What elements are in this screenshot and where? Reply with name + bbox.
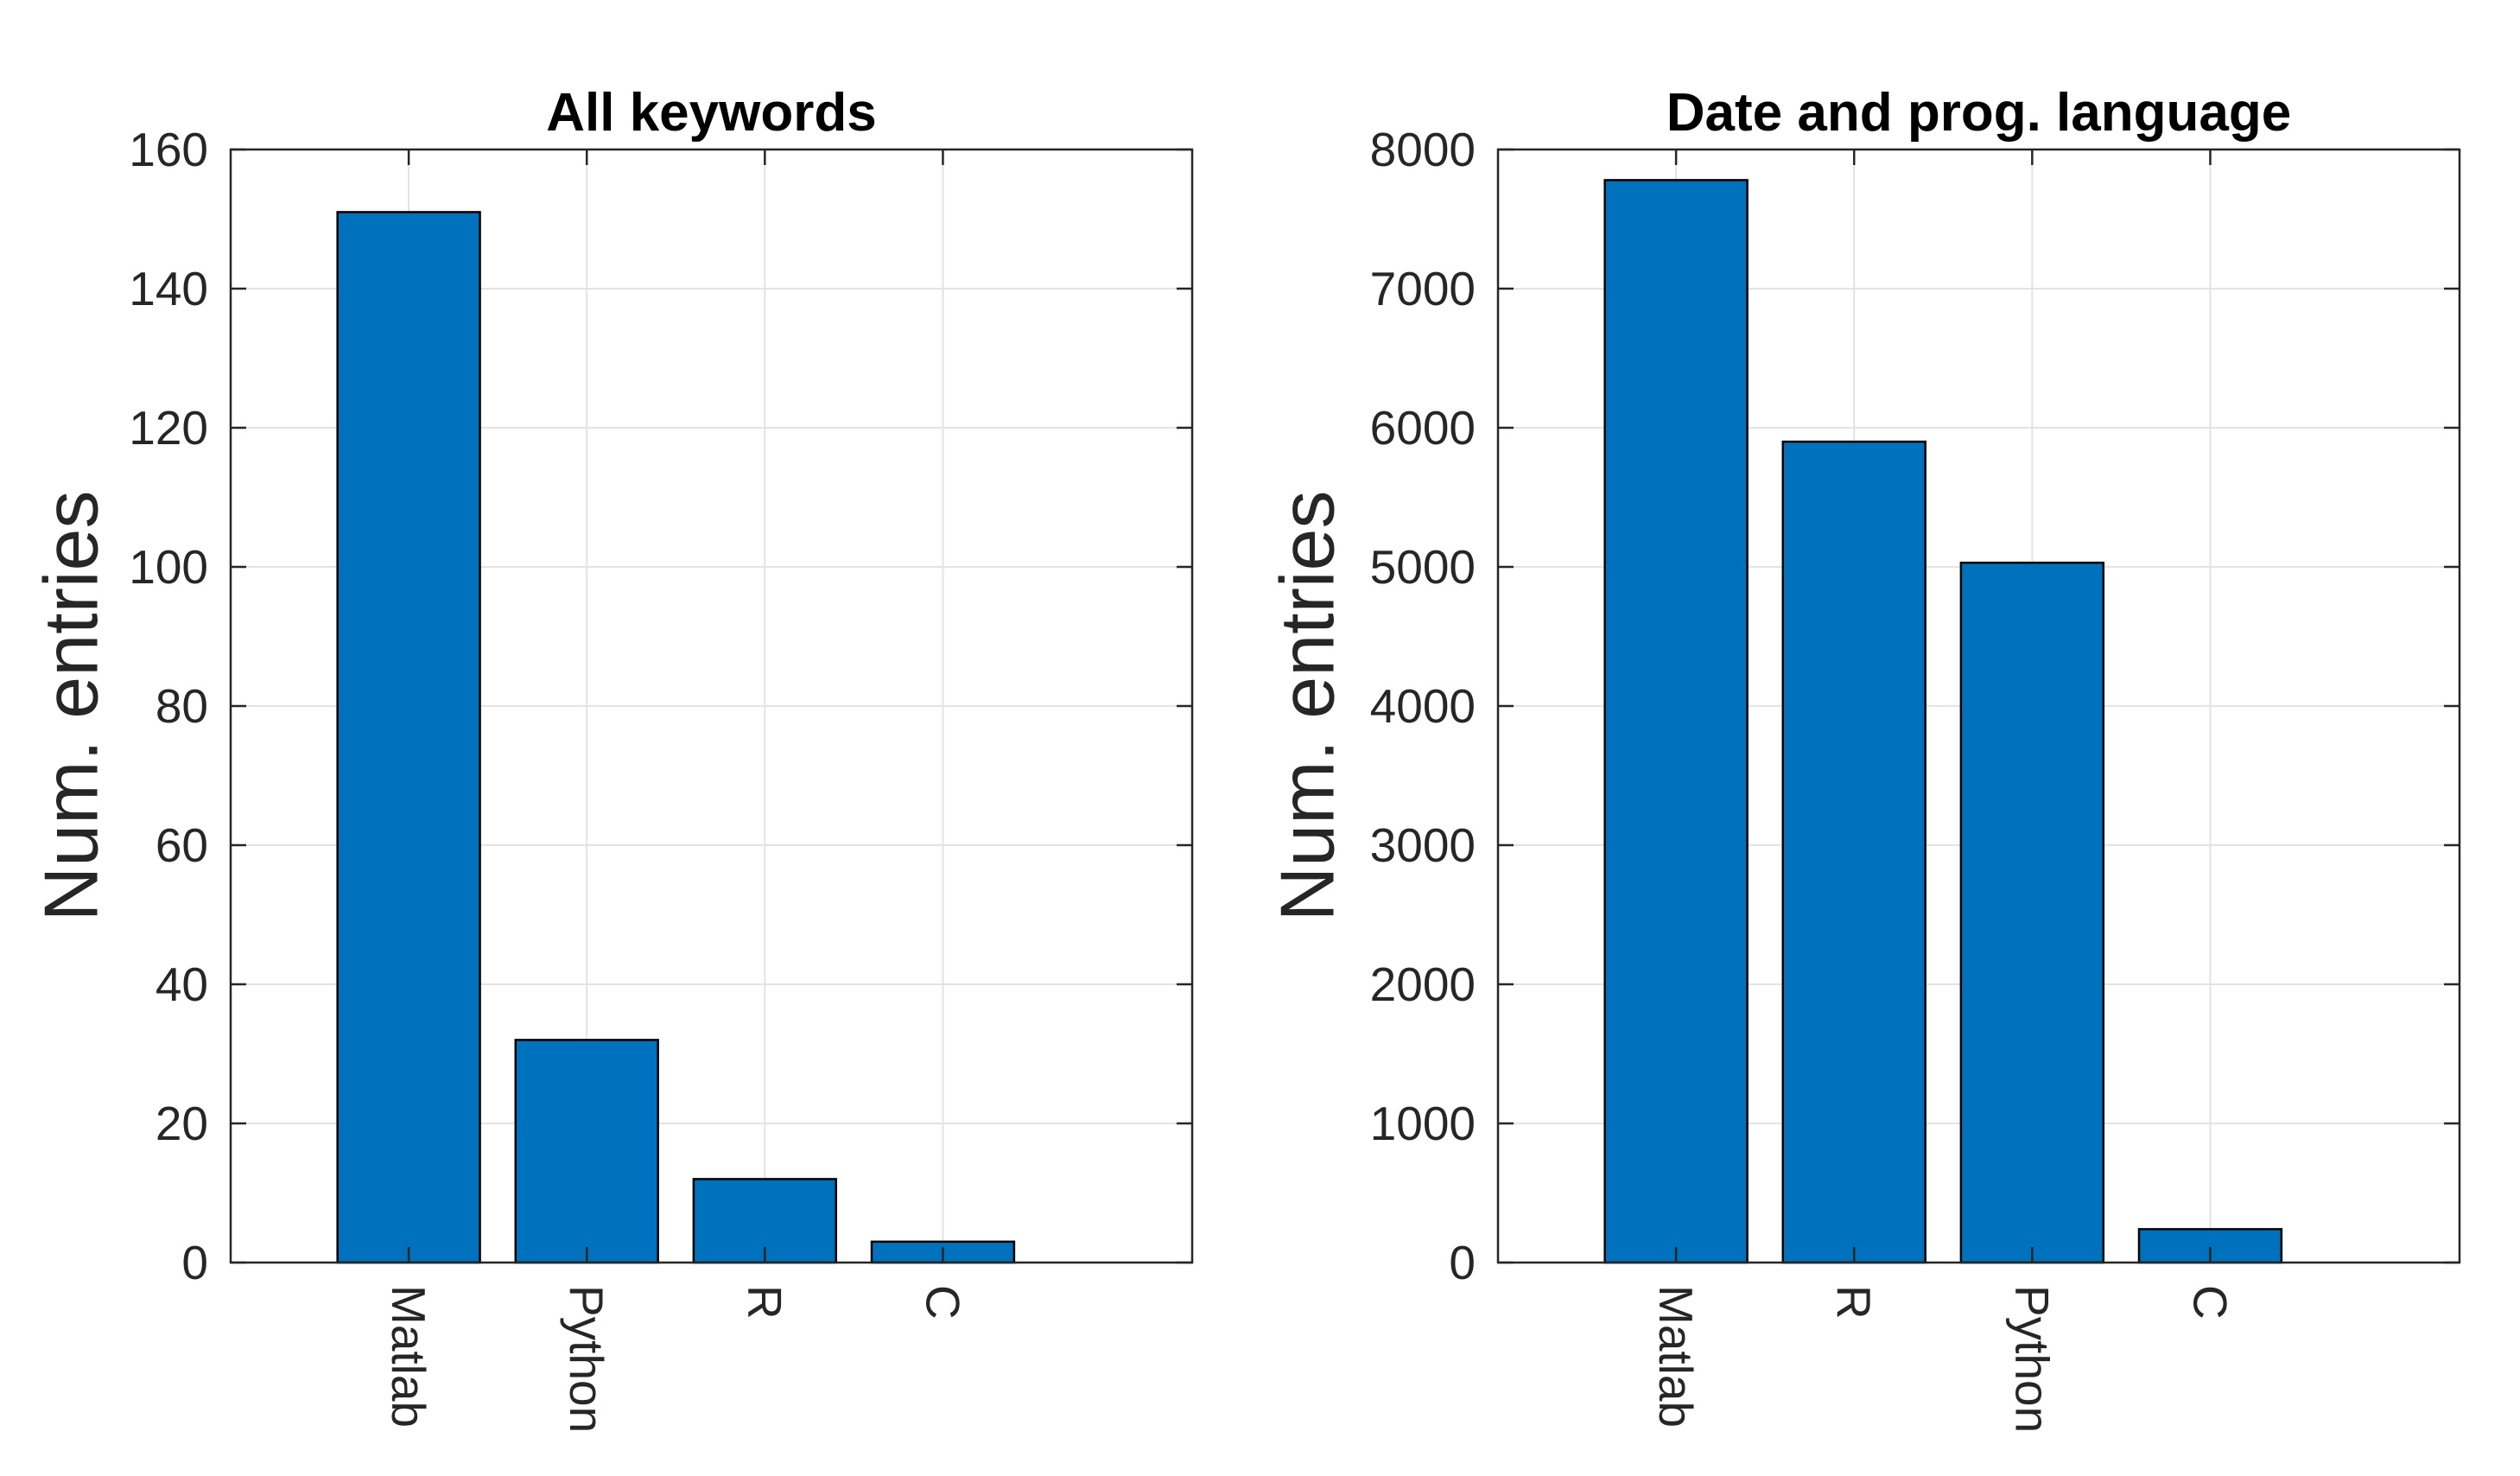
y-tick-label: 80 <box>156 679 208 733</box>
y-tick-label: 160 <box>129 123 208 176</box>
y-axis-label: Num. entries <box>1265 491 1350 922</box>
x-tick-label-r: R <box>738 1285 791 1320</box>
x-tick-label-matlab: Matlab <box>1649 1285 1703 1428</box>
y-tick-label: 0 <box>181 1236 208 1289</box>
bar-python <box>1959 561 2105 1264</box>
y-tick-label: 3000 <box>1370 818 1476 872</box>
x-tick-label-matlab: Matlab <box>382 1285 435 1428</box>
bar-matlab <box>1603 179 1749 1264</box>
bar-python <box>514 1039 659 1264</box>
y-tick-label: 0 <box>1449 1236 1476 1289</box>
y-tick-label: 8000 <box>1370 123 1476 176</box>
x-tick-label-c: C <box>2183 1285 2237 1320</box>
x-tick-label-r: R <box>1827 1285 1881 1320</box>
y-axis-label: Num. entries <box>29 491 114 922</box>
y-tick-label: 60 <box>156 818 208 872</box>
y-tick-label: 40 <box>156 957 208 1011</box>
chart-title: All keywords <box>546 83 876 143</box>
x-tick-label-python: Python <box>560 1285 613 1433</box>
bar-r <box>1781 440 1926 1264</box>
chart-title: Date and prog. language <box>1666 83 2291 143</box>
y-tick-label: 5000 <box>1370 540 1476 594</box>
y-tick-label: 4000 <box>1370 679 1476 733</box>
bar-matlab <box>336 211 481 1264</box>
y-tick-label: 100 <box>129 540 208 594</box>
y-tick-label: 6000 <box>1370 401 1476 455</box>
y-tick-label: 20 <box>156 1097 208 1150</box>
chart-panel-all-keywords: 0 20 40 60 80 100 120 140 160 Matlab Python R C All k… <box>29 83 1194 1433</box>
y-tick-label: 1000 <box>1370 1097 1476 1150</box>
y-tick-label: 140 <box>129 262 208 315</box>
x-tick-label-c: C <box>916 1285 969 1320</box>
y-tick-label: 7000 <box>1370 262 1476 315</box>
y-tick-label: 2000 <box>1370 957 1476 1011</box>
x-tick-label-python: Python <box>2005 1285 2059 1433</box>
chart-panel-date-and-language: 0 1000 2000 3000 4000 5000 6000 7000 8000 Matlab R… <box>1265 83 2461 1433</box>
y-tick-label: 120 <box>129 401 208 455</box>
